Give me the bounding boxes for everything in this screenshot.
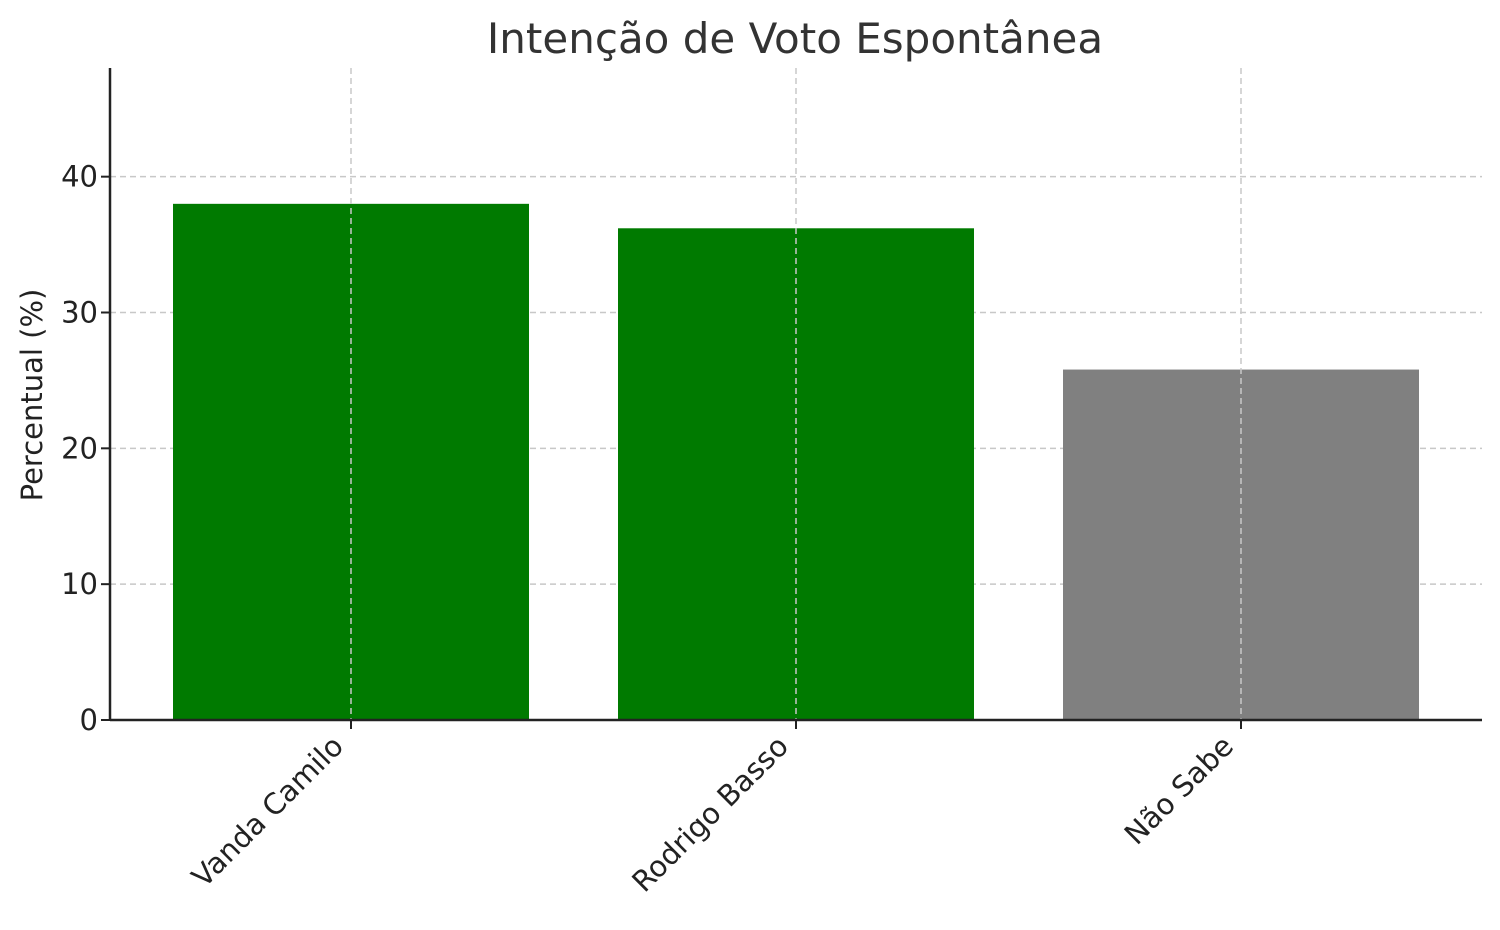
x-ticks: Vanda Camilo Rodrigo Basso Não Sabe	[185, 720, 1242, 899]
y-tick-label: 0	[80, 703, 98, 737]
y-tick-label: 40	[61, 160, 98, 194]
y-tick-label: 20	[61, 431, 98, 465]
x-tick-label: Vanda Camilo	[185, 729, 350, 894]
y-ticks: 0 10 20 30 40	[61, 160, 110, 737]
y-tick-label: 30	[61, 296, 98, 330]
chart-title: Intenção de Voto Espontânea	[487, 14, 1103, 63]
y-axis-label: Percentual (%)	[15, 289, 49, 502]
x-tick-label: Rodrigo Basso	[625, 729, 795, 899]
x-tick-label: Não Sabe	[1118, 729, 1240, 851]
grid-vertical-layer	[350, 68, 1242, 720]
y-tick-label: 10	[61, 567, 98, 601]
